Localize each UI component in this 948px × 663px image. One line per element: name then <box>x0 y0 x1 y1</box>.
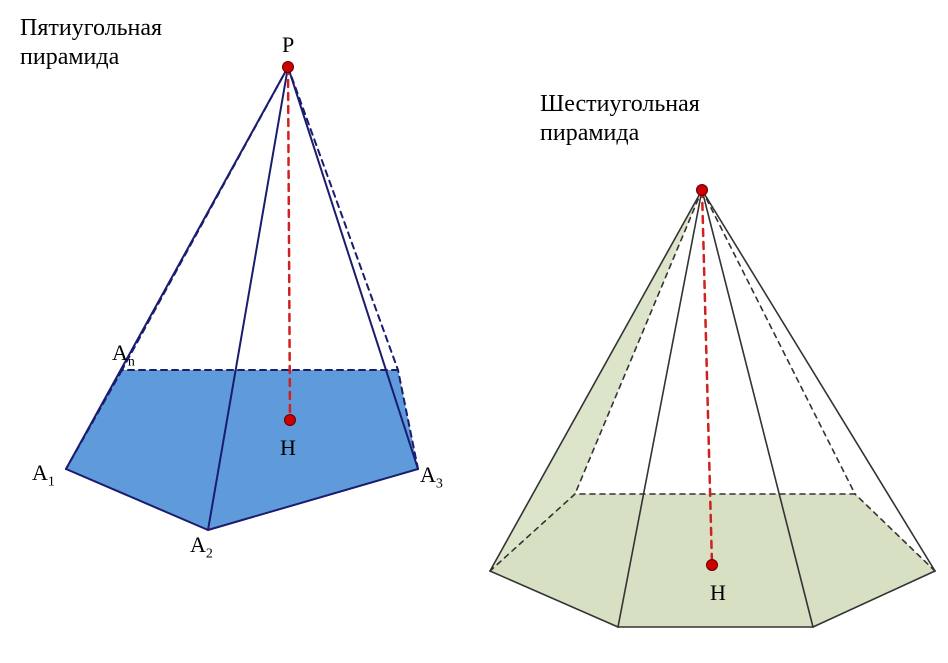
right-pyramid-title: Шестиугольная пирамида <box>540 90 700 148</box>
right-title-line2: пирамида <box>540 120 639 146</box>
vertex-label-a3: A3 <box>420 462 443 492</box>
left-title-line2: пирамида <box>20 44 119 70</box>
right-title-line1: Шестиугольная <box>540 91 700 117</box>
foot-label-h-right: H <box>710 580 726 606</box>
foot-label-h-left: H <box>280 435 296 461</box>
apex-label-p: P <box>282 32 294 58</box>
diagram-canvas <box>0 0 948 663</box>
vertex-label-a1: A1 <box>32 460 55 490</box>
left-title-line1: Пятиугольная <box>20 15 162 41</box>
vertex-label-a2: A2 <box>190 532 213 562</box>
vertex-label-an: An <box>112 340 135 370</box>
left-pyramid-title: Пятиугольная пирамида <box>20 14 162 72</box>
